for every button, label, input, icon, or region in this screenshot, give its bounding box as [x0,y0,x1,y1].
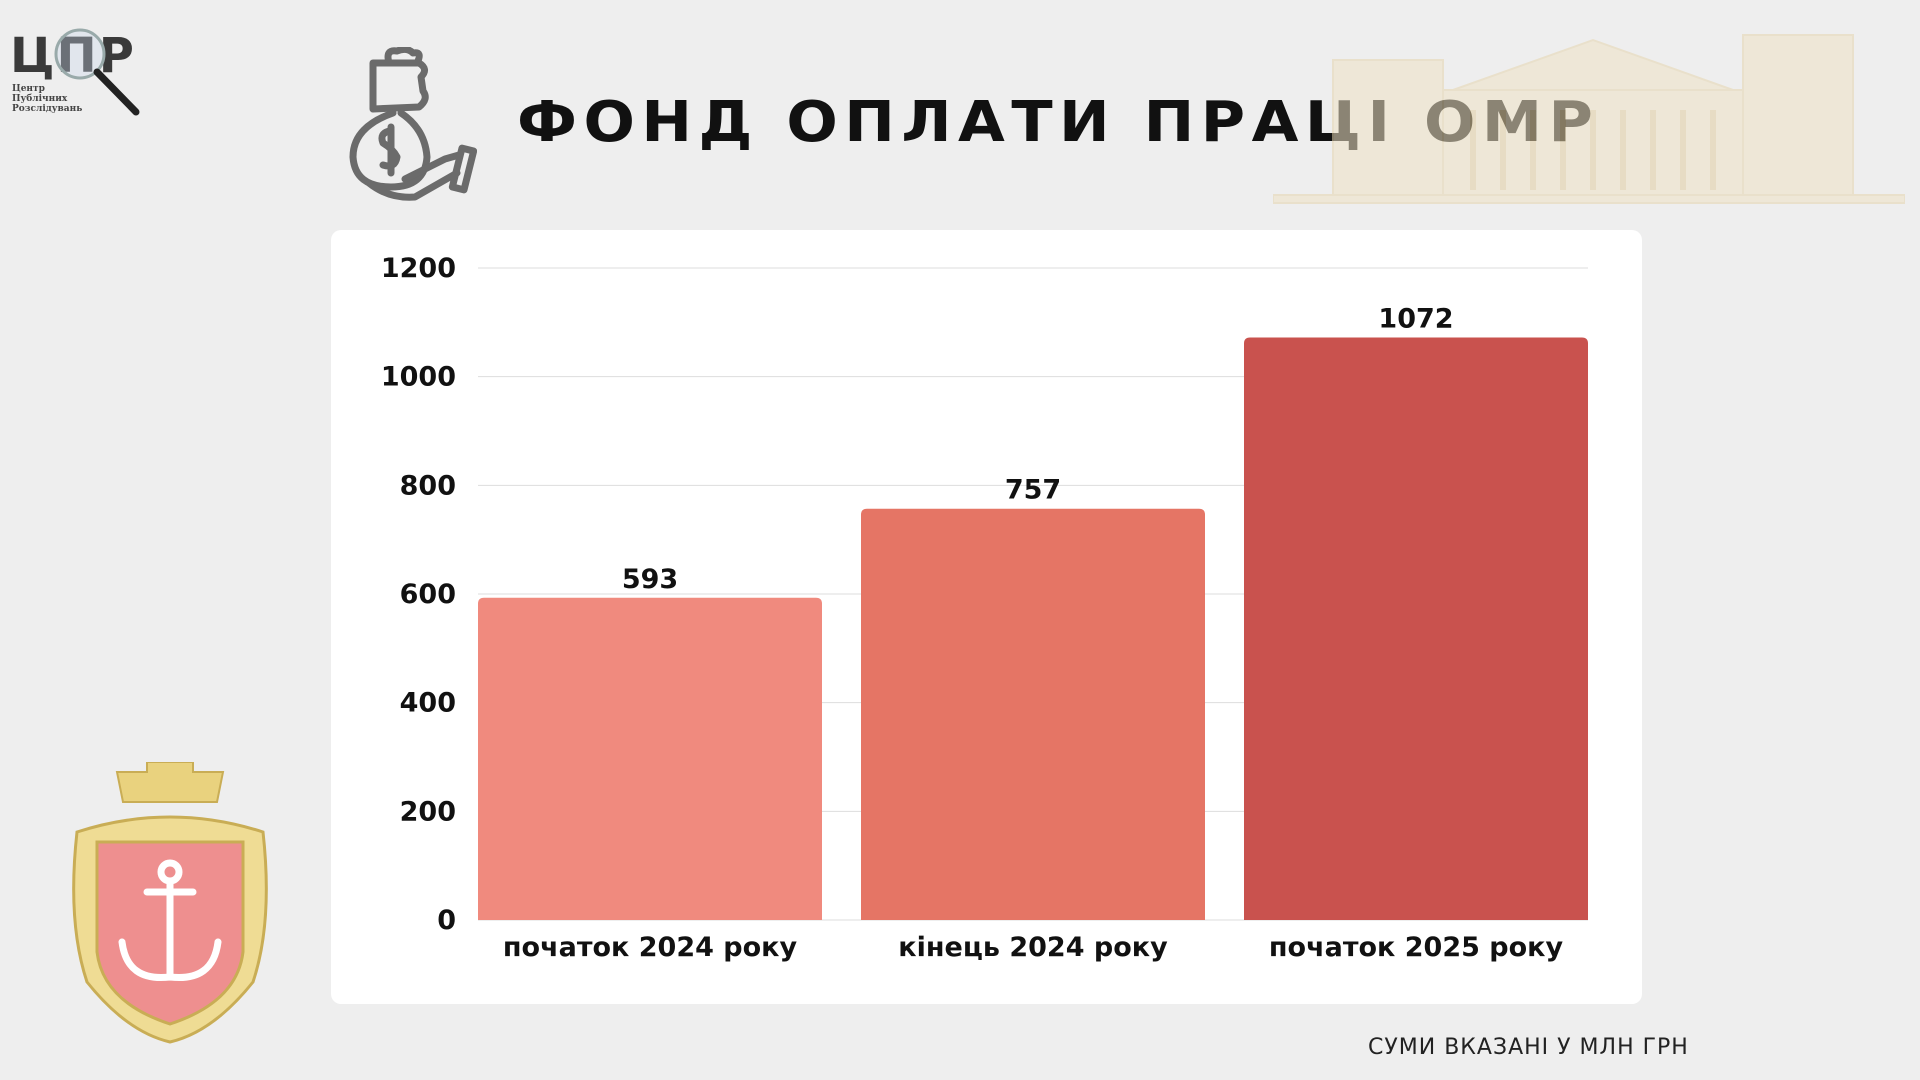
bar [478,597,822,920]
opera-house-building-icon [1273,34,1905,204]
data-label: 593 [622,564,678,595]
logo-line: Центр [12,84,45,94]
y-tick-label: 400 [400,688,456,719]
bar [861,508,1205,920]
y-tick-label: 0 [437,905,456,936]
cpr-logo: ЦПР Центр Публічних Розслідувань [10,28,140,120]
y-tick-label: 200 [400,796,456,827]
data-label: 1072 [1378,304,1453,335]
y-tick-label: 1200 [381,253,456,284]
bar [1244,337,1588,921]
x-tick-label: кінець 2024 року [898,932,1168,963]
magnifier-icon [54,28,140,116]
y-tick-label: 800 [400,470,456,501]
x-tick-label: початок 2025 року [1269,932,1564,963]
units-footnote: СУМИ ВКАЗАНІ У МЛН ГРН [1368,1035,1689,1060]
data-label: 757 [1005,475,1061,506]
x-tick-label: початок 2024 року [503,932,798,963]
logo-line: Публічних [12,94,68,104]
logo-abbr: ЦПР [10,28,136,84]
logo-line: Розслідувань [12,104,83,114]
y-tick-label: 600 [400,579,456,610]
money-bag-hand-icon [349,47,477,201]
chart-card: 0 200 400 600 800 1000 1200 593 початок 2024 рок… [331,230,1642,1004]
bar-chart: 0 200 400 600 800 1000 1200 593 початок 2024 рок… [381,253,1588,963]
y-tick-label: 1000 [381,362,456,393]
odesa-coat-of-arms-icon [72,762,268,1044]
